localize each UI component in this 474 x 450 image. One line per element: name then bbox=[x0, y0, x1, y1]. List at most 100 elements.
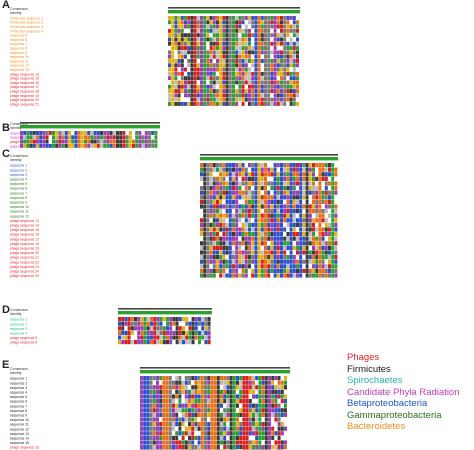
residue-cell bbox=[305, 190, 309, 195]
residue-cell bbox=[216, 403, 220, 408]
residue-cell bbox=[93, 131, 97, 135]
residue-cell bbox=[100, 135, 103, 140]
residue-cell bbox=[185, 321, 189, 326]
residue-cell bbox=[331, 273, 335, 278]
residue-cell bbox=[270, 199, 274, 204]
residue-cell bbox=[236, 426, 239, 431]
residue-cell bbox=[308, 218, 312, 223]
residue-cell bbox=[172, 317, 176, 322]
residue-cell bbox=[172, 412, 175, 417]
residue-cell bbox=[268, 445, 271, 450]
residue-cell bbox=[292, 199, 296, 204]
residue-cell bbox=[267, 250, 271, 255]
residue-cell bbox=[216, 245, 219, 250]
residue-cell bbox=[193, 28, 197, 33]
residue-cell bbox=[212, 195, 216, 200]
residue-cell bbox=[283, 76, 287, 81]
residue-cell bbox=[228, 167, 232, 172]
residue-cell bbox=[225, 167, 229, 172]
residue-cell bbox=[238, 46, 242, 50]
residue-cell bbox=[171, 50, 175, 55]
residue-cell bbox=[252, 380, 255, 385]
residue-cell bbox=[175, 380, 179, 385]
residue-cell bbox=[284, 376, 287, 381]
alignment-row bbox=[118, 335, 211, 340]
residue-cell bbox=[193, 89, 197, 93]
residue-cell bbox=[276, 16, 280, 20]
residue-cell bbox=[180, 76, 184, 81]
residue-cell bbox=[203, 163, 207, 168]
residue-cell bbox=[206, 245, 210, 250]
residue-cell bbox=[299, 190, 303, 195]
residue-cell bbox=[143, 335, 147, 340]
residue-cell bbox=[324, 227, 328, 232]
residue-cell bbox=[61, 139, 65, 144]
residue-cell bbox=[318, 195, 322, 200]
residue-cell bbox=[280, 102, 283, 106]
residue-cell bbox=[168, 385, 172, 390]
residue-cell bbox=[238, 172, 242, 177]
residue-cell bbox=[328, 167, 331, 172]
residue-cell bbox=[153, 326, 157, 331]
residue-cell bbox=[273, 28, 277, 33]
residue-cell bbox=[201, 321, 205, 326]
residue-cell bbox=[58, 139, 62, 144]
residue-cell bbox=[77, 135, 81, 140]
residue-cell bbox=[228, 93, 232, 98]
alignment-row bbox=[168, 28, 299, 33]
residue-cell bbox=[213, 417, 217, 422]
residue-cell bbox=[219, 97, 223, 102]
residue-cell bbox=[276, 273, 280, 278]
sequence-name: sequence 11 bbox=[10, 59, 29, 63]
residue-cell bbox=[244, 163, 248, 168]
residue-cell bbox=[225, 46, 229, 50]
residue-cell bbox=[209, 259, 213, 264]
residue-cell bbox=[270, 24, 274, 29]
residue-cell bbox=[140, 431, 143, 436]
residue-cell bbox=[318, 264, 322, 269]
residue-cell bbox=[223, 417, 227, 422]
residue-cell bbox=[212, 71, 216, 76]
residue-cell bbox=[257, 259, 261, 264]
residue-cell bbox=[184, 63, 187, 68]
residue-cell bbox=[312, 264, 315, 269]
residue-cell bbox=[264, 102, 267, 106]
residue-cell bbox=[235, 181, 239, 186]
residue-cell bbox=[258, 445, 262, 450]
residue-cell bbox=[210, 376, 214, 381]
residue-cell bbox=[171, 59, 175, 63]
residue-cell bbox=[209, 67, 213, 72]
residue-cell bbox=[156, 435, 159, 440]
residue-cell bbox=[283, 97, 287, 102]
residue-cell bbox=[206, 84, 210, 89]
residue-cell bbox=[260, 268, 264, 273]
residue-cell bbox=[244, 71, 248, 76]
residue-cell bbox=[248, 245, 251, 250]
residue-cell bbox=[232, 264, 235, 269]
residue-cell bbox=[184, 41, 187, 46]
residue-cell bbox=[261, 408, 265, 413]
residue-cell bbox=[264, 167, 267, 172]
residue-cell bbox=[239, 385, 243, 390]
residue-cell bbox=[196, 89, 200, 93]
residue-cell bbox=[334, 218, 338, 223]
residue-cell bbox=[20, 135, 23, 140]
residue-cell bbox=[216, 41, 219, 46]
residue-cell bbox=[296, 227, 299, 232]
residue-cell bbox=[122, 131, 126, 135]
residue-cell bbox=[226, 435, 230, 440]
residue-cell bbox=[331, 232, 335, 237]
residue-cell bbox=[302, 268, 306, 273]
residue-cell bbox=[159, 321, 163, 326]
residue-cell bbox=[191, 394, 195, 399]
residue-cell bbox=[159, 403, 163, 408]
residue-cell bbox=[200, 255, 203, 260]
residue-cell bbox=[229, 408, 233, 413]
residue-cell bbox=[283, 190, 287, 195]
residue-cell bbox=[200, 218, 203, 223]
residue-cell bbox=[213, 445, 217, 450]
residue-cell bbox=[55, 131, 59, 135]
residue-cell bbox=[318, 172, 322, 177]
residue-cell bbox=[118, 330, 121, 335]
